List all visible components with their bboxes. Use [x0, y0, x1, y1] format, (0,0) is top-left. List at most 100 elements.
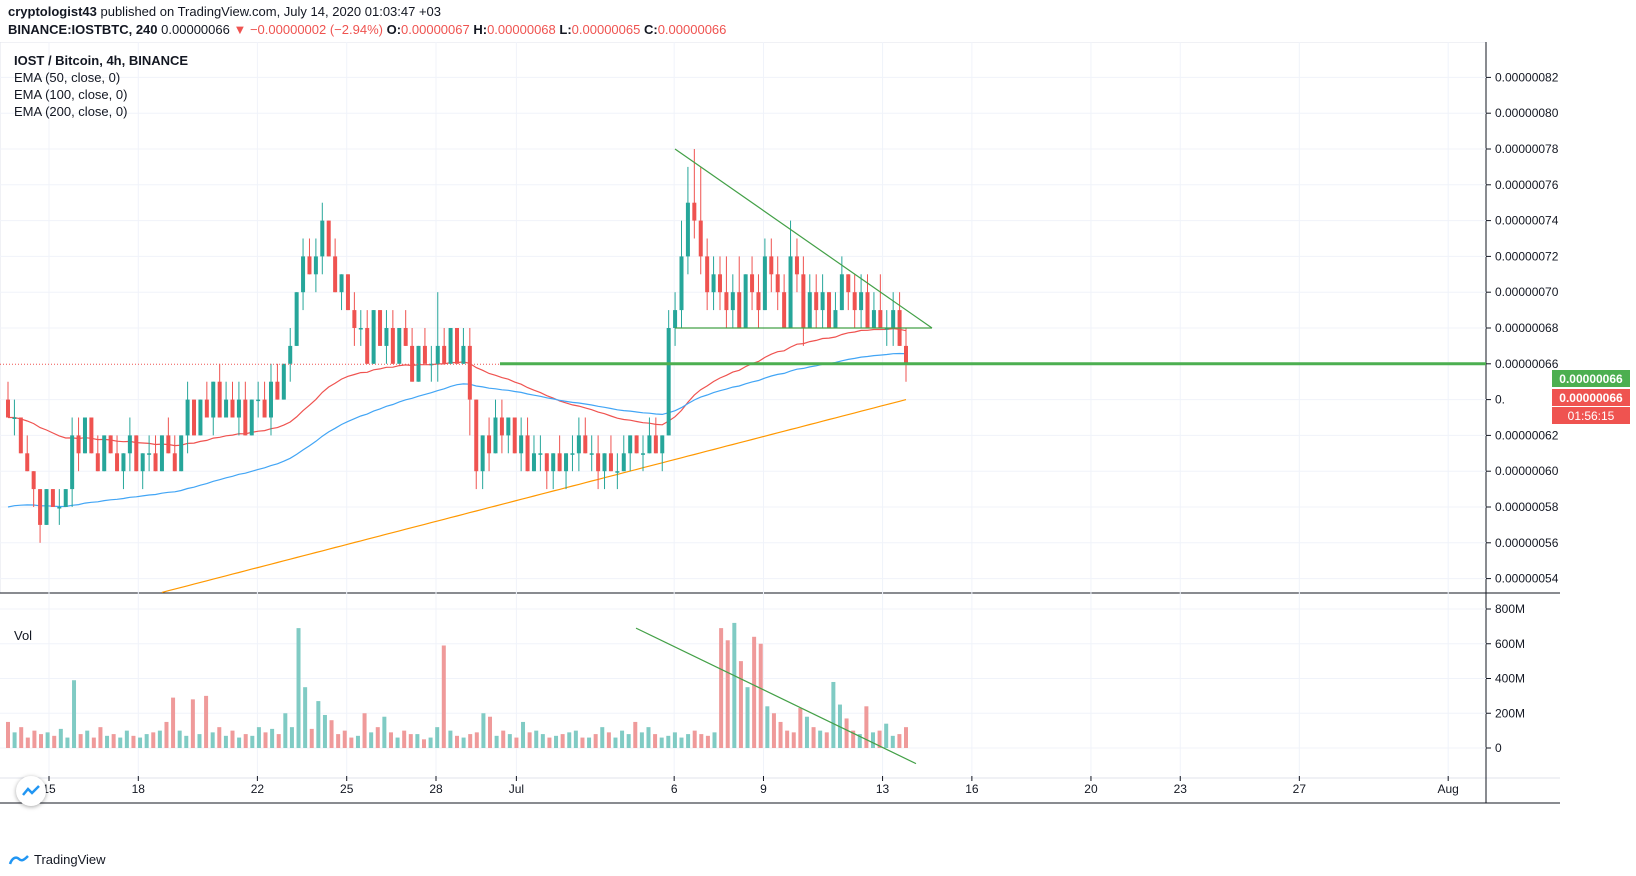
time-tick-label: 6	[671, 782, 678, 796]
candle-body	[724, 292, 729, 311]
ohlc-header: BINANCE:IOSTBTC, 240 0.00000066 ▼ −0.000…	[8, 22, 726, 37]
volume-bar	[111, 734, 116, 748]
tradingview-logo-button[interactable]	[16, 776, 46, 806]
volume-bar	[580, 737, 585, 748]
volume-bar	[639, 732, 644, 748]
price-tick-label: 0.00000070	[1495, 285, 1559, 299]
candle-body	[782, 292, 787, 328]
candle-body	[102, 435, 107, 472]
volume-bar	[58, 728, 63, 748]
legend-ema-100[interactable]: EMA (100, close, 0)	[14, 87, 128, 102]
volume-bar	[375, 727, 380, 748]
volume-bar	[897, 734, 902, 748]
volume-bar	[461, 737, 466, 748]
candle-body	[480, 435, 485, 472]
volume-bar	[151, 732, 156, 748]
time-tick-label: 20	[1084, 782, 1098, 796]
down-arrow-icon: ▼	[233, 22, 247, 37]
time-tick-label: 25	[340, 782, 354, 796]
time-tick-label: Aug	[1438, 782, 1459, 796]
candle-body	[153, 453, 158, 472]
candle-body	[172, 453, 177, 472]
candle-body	[557, 453, 562, 472]
volume-bar	[514, 737, 519, 748]
volume-bar	[105, 735, 110, 748]
price-tick-label: 0.00000068	[1495, 321, 1559, 335]
candle-body	[871, 310, 876, 328]
candle-body	[76, 435, 81, 454]
candle-body	[474, 399, 479, 472]
footer-brand[interactable]: TradingView	[34, 852, 106, 867]
candle-body	[884, 328, 889, 330]
time-tick-label: 18	[132, 782, 146, 796]
volume-bar	[606, 732, 611, 748]
chart-legend: IOST / Bitcoin, 4h, BINANCE EMA (50, clo…	[14, 52, 188, 120]
volume-label[interactable]: Vol	[14, 628, 33, 643]
last-price-label: 0.00000066	[1552, 389, 1630, 406]
volume-bar	[355, 735, 360, 748]
candle-body	[95, 453, 100, 472]
volume-bar	[771, 713, 776, 748]
volume-bar	[620, 730, 625, 748]
volume-bar	[210, 732, 215, 748]
volume-bar	[19, 727, 24, 748]
candle-body	[717, 274, 722, 293]
volume-bar	[190, 699, 195, 748]
volume-bar	[32, 730, 37, 748]
volume-bar	[164, 721, 169, 748]
volume-bar	[752, 636, 757, 748]
volume-bar	[276, 734, 281, 748]
candle-body	[570, 453, 575, 455]
tradingview-icon	[8, 854, 29, 864]
candle-body	[685, 202, 690, 257]
candles	[6, 149, 908, 543]
volume-bar	[369, 732, 374, 748]
candle-body	[737, 292, 742, 328]
volume-bar	[765, 706, 770, 748]
candle-body	[268, 381, 273, 418]
volume-bar	[322, 714, 327, 748]
candle-body	[730, 292, 735, 311]
candle-body	[384, 328, 389, 346]
volume-bar	[686, 734, 691, 748]
volume-bar	[349, 737, 354, 748]
volume-bar	[388, 732, 393, 748]
volume-bar	[25, 737, 30, 748]
volume-bar	[72, 680, 77, 748]
author-name[interactable]: cryptologist43	[8, 4, 97, 19]
candle-body	[711, 274, 716, 293]
volume-bar	[554, 735, 559, 748]
volume-bar	[408, 734, 413, 748]
candle-body	[602, 453, 607, 472]
candle-body	[371, 310, 376, 364]
volume-bar	[534, 730, 539, 748]
chart-canvas[interactable]: 0.00000082 0.00000080 0.00000078 0.00000076…	[0, 42, 1636, 846]
volume-tick-label: 600M	[1495, 637, 1525, 651]
volume-bar	[270, 728, 275, 748]
legend-title[interactable]: IOST / Bitcoin, 4h, BINANCE	[14, 53, 189, 68]
candle-body	[692, 202, 697, 221]
price-tick-label: 0.00000066	[1495, 357, 1559, 371]
legend-ema-200[interactable]: EMA (200, close, 0)	[14, 104, 128, 119]
price-tick-label: 0.00000080	[1495, 106, 1559, 120]
time-tick-label: 23	[1174, 782, 1188, 796]
volume-bar	[468, 734, 473, 748]
legend-ema-50[interactable]: EMA (50, close, 0)	[14, 70, 121, 85]
candle-body	[801, 274, 806, 328]
candle-body	[775, 274, 780, 293]
candle-body	[198, 399, 203, 436]
time-tick-label: Jul	[509, 782, 524, 796]
volume-bar	[725, 640, 730, 748]
volume-bar	[593, 734, 598, 748]
candle-body	[262, 399, 267, 418]
ema-200-line	[161, 399, 907, 593]
candle-body	[448, 328, 453, 364]
time-tick-label: 27	[1293, 782, 1307, 796]
volume-bar	[415, 734, 420, 748]
volume-bar	[587, 737, 592, 748]
volume-tick-label: 200M	[1495, 706, 1525, 720]
candle-body	[666, 328, 671, 436]
volume-bar	[336, 734, 341, 748]
volume-bar	[342, 730, 347, 748]
volume-bar	[98, 727, 103, 748]
